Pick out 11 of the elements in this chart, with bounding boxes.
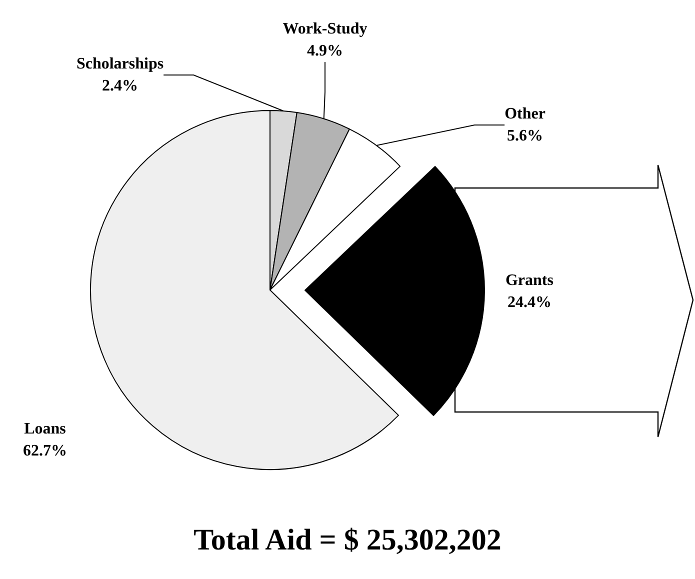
data-label: 24.4% bbox=[507, 294, 552, 311]
text: Total Aid = $ 25,302,202 bbox=[194, 524, 502, 556]
data-label: 62.7% bbox=[23, 442, 67, 460]
data-label: 5.6% bbox=[507, 128, 543, 144]
slice-label: Other bbox=[504, 106, 546, 122]
slice-label: Work-Study bbox=[282, 20, 368, 38]
slice-label: Grants bbox=[505, 272, 554, 289]
slice-label: Scholarships bbox=[76, 56, 164, 72]
slice-label: Loans bbox=[24, 420, 66, 438]
data-label: 2.4% bbox=[102, 78, 138, 94]
data-label: 4.9% bbox=[307, 42, 343, 60]
